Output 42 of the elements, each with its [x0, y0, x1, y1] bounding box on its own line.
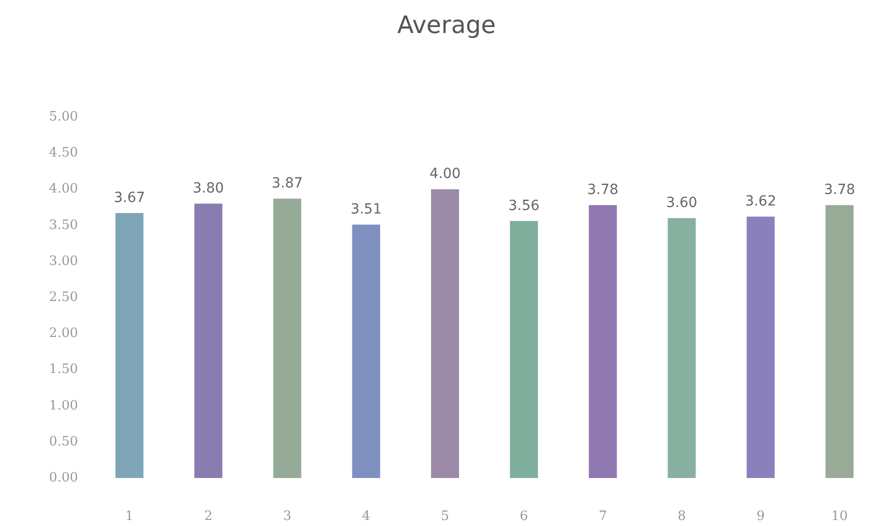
- bar: [115, 213, 144, 478]
- data-label: 3.78: [587, 182, 618, 198]
- chart-title: Average: [397, 11, 496, 39]
- data-label: 3.87: [272, 176, 303, 192]
- y-tick-label: 3.00: [49, 254, 78, 269]
- y-tick-label: 1.50: [49, 362, 78, 378]
- x-tick-label: 6: [520, 509, 528, 524]
- data-label: 3.51: [350, 202, 382, 218]
- x-tick-label: 5: [440, 509, 450, 524]
- data-label: 3.80: [192, 180, 224, 197]
- y-tick-label: 5.00: [49, 110, 78, 124]
- y-tick-label: 2.00: [49, 326, 78, 342]
- bar: [588, 205, 617, 478]
- data-label: 3.62: [745, 194, 776, 210]
- bar: [668, 218, 696, 478]
- x-tick-label: 8: [678, 509, 686, 524]
- y-tick-label: 0.00: [49, 470, 78, 486]
- bar: [431, 189, 460, 478]
- x-tick-label: 7: [598, 509, 607, 524]
- y-tick-label: 4.00: [49, 182, 78, 197]
- y-tick-label: 2.50: [49, 290, 78, 305]
- x-tick-label: 3: [283, 509, 292, 524]
- x-tick-label: 2: [204, 509, 212, 524]
- data-label: 3.60: [666, 195, 698, 212]
- x-tick-label: 9: [756, 509, 765, 524]
- x-tick-label: 1: [125, 509, 134, 524]
- bar: [746, 216, 775, 478]
- data-label: 3.78: [824, 182, 856, 198]
- y-tick-label: 1.00: [49, 398, 78, 414]
- y-tick-label: 3.50: [49, 218, 78, 233]
- data-label: 3.67: [114, 190, 146, 206]
- bar: [826, 205, 854, 478]
- bar: [273, 198, 302, 478]
- x-tick-label: 4: [362, 509, 370, 524]
- bar: [510, 220, 538, 478]
- data-label: 3.56: [508, 198, 540, 214]
- bar: [194, 204, 222, 478]
- bar: [352, 224, 380, 478]
- data-label: 4.00: [429, 166, 461, 182]
- x-tick-label: 10: [831, 509, 848, 524]
- y-tick-label: 4.50: [49, 146, 78, 161]
- y-tick-label: 0.50: [49, 434, 78, 450]
